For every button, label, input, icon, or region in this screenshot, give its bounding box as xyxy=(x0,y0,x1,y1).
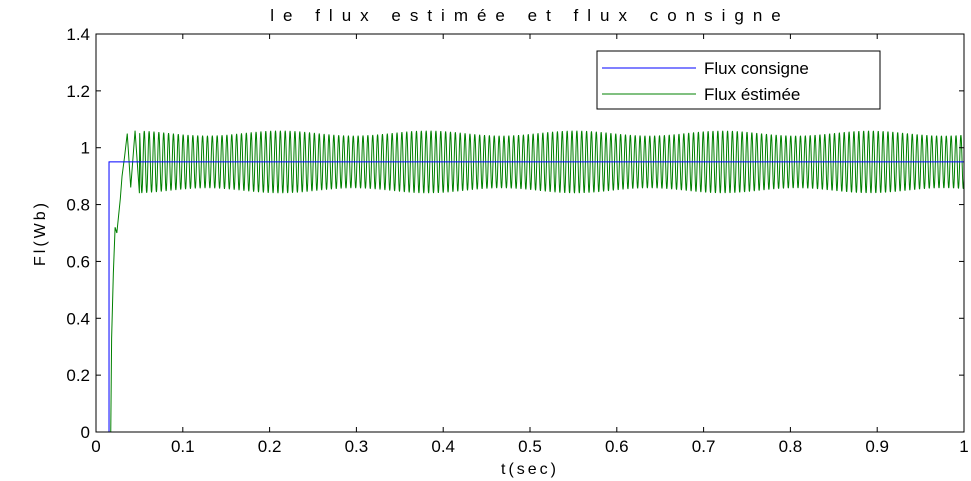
y-tick-label: 0.6 xyxy=(66,252,90,271)
x-tick-label: 0.1 xyxy=(171,437,195,456)
y-tick-label: 0.2 xyxy=(66,366,90,385)
x-tick-label: 0.7 xyxy=(692,437,716,456)
legend-label-flux-estimee: Flux éstimée xyxy=(704,85,800,104)
x-tick-label: 0.4 xyxy=(431,437,455,456)
y-tick-label: 0 xyxy=(81,423,90,442)
chart-title: le flux estimée et flux consigne xyxy=(270,6,790,25)
y-tick-label: 1.2 xyxy=(66,82,90,101)
legend: Flux consigne Flux éstimée xyxy=(596,50,881,110)
x-axis: 0 0.1 0.2 0.3 0.4 0.5 0.6 0.7 0.8 0.9 1 xyxy=(91,34,969,456)
legend-label-flux-consigne: Flux consigne xyxy=(704,59,809,78)
y-axis: 0 0.2 0.4 0.6 0.8 1 1.2 1.4 xyxy=(66,25,964,442)
y-axis-label: Fl(Wb) xyxy=(32,200,49,266)
x-tick-label: 0 xyxy=(91,437,100,456)
y-tick-label: 0.8 xyxy=(66,196,90,215)
x-tick-label: 1 xyxy=(959,437,968,456)
y-tick-label: 1 xyxy=(81,139,90,158)
x-tick-label: 0.3 xyxy=(345,437,369,456)
x-axis-label: t(sec) xyxy=(501,461,559,478)
x-tick-label: 0.9 xyxy=(865,437,889,456)
legend-box xyxy=(596,50,881,110)
x-tick-label: 0.2 xyxy=(258,437,282,456)
x-tick-label: 0.8 xyxy=(779,437,803,456)
series-line-flux-estimee xyxy=(96,130,965,433)
y-tick-label: 1.4 xyxy=(66,25,90,44)
y-tick-label: 0.4 xyxy=(66,309,90,328)
x-tick-label: 0.5 xyxy=(518,437,542,456)
x-tick-label: 0.6 xyxy=(605,437,629,456)
